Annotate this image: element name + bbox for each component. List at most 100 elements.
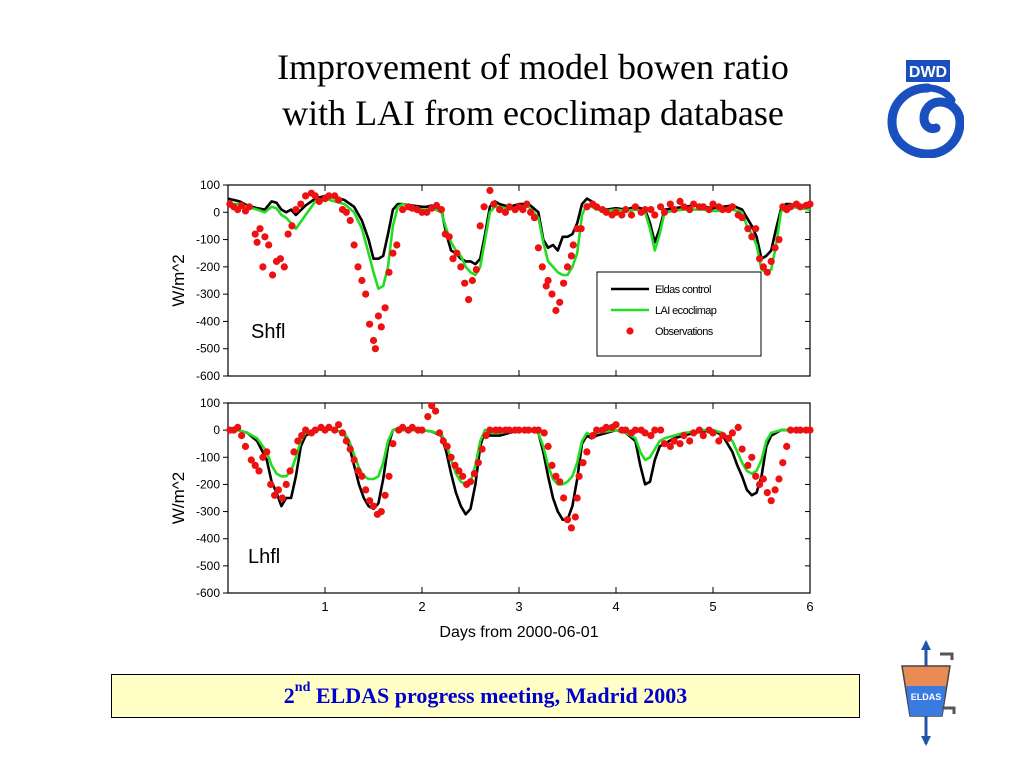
eldas-logo: ELDAS xyxy=(901,640,956,746)
lhfl-observation-point xyxy=(759,475,768,483)
lhfl-observation-point xyxy=(756,480,764,488)
shfl-observation-point xyxy=(445,233,453,241)
shfl-observation-point xyxy=(371,345,379,353)
lhfl-observation-point xyxy=(241,442,250,450)
lhfl-observation-point xyxy=(255,467,263,475)
shfl-observation-point xyxy=(480,203,488,211)
shfl-observation-point xyxy=(393,241,401,249)
lhfl-observation-point xyxy=(734,423,742,431)
shfl-y-tick-label: -400 xyxy=(196,314,220,328)
shfl-observation-point xyxy=(748,233,756,241)
lhfl-observation-point xyxy=(631,426,640,434)
lhfl-observation-point xyxy=(325,423,333,431)
lhfl-observation-point xyxy=(354,467,362,475)
lhfl-observation-point xyxy=(238,432,246,440)
lhfl-observation-point xyxy=(690,429,698,437)
lhfl-observation-point xyxy=(350,456,358,464)
lhfl-observation-point xyxy=(482,432,490,440)
lhfl-observation-point xyxy=(641,429,649,437)
lhfl-observation-point xyxy=(515,426,523,434)
shfl-observation-point xyxy=(399,206,407,214)
shfl-observation-point xyxy=(690,200,698,208)
x-tick-label: 1 xyxy=(321,599,328,614)
shfl-observation-point xyxy=(752,225,760,233)
lhfl-observation-point xyxy=(589,432,597,440)
shfl-observation-point xyxy=(276,255,284,263)
lhfl-observation-point xyxy=(428,402,436,410)
lhfl-observation-point xyxy=(408,423,416,431)
shfl-observation-point xyxy=(297,200,305,208)
legend-box xyxy=(596,271,762,357)
lhfl-observation-point xyxy=(738,445,746,453)
lhfl-observation-point xyxy=(806,426,814,434)
lhfl-observation-point xyxy=(342,437,350,445)
shfl-observation-point xyxy=(552,306,560,315)
x-tick-label: 6 xyxy=(806,599,813,614)
lhfl-observation-point xyxy=(724,434,733,442)
legend-swatch-observations xyxy=(626,327,634,335)
shfl-observation-point xyxy=(560,279,568,287)
legend-label-control: Eldas control xyxy=(655,284,711,296)
shfl-observation-point xyxy=(767,257,775,265)
shfl-observation-point xyxy=(622,206,630,214)
lhfl-observation-point xyxy=(575,472,583,480)
lhfl-observation-point xyxy=(771,486,779,494)
shfl-observation-point xyxy=(354,263,362,271)
lhfl-y-axis: 100 0 -100 -200 -300 -400 -500 -600 xyxy=(196,396,810,600)
lhfl-observation-point xyxy=(579,459,587,467)
lhfl-observation-point xyxy=(455,467,463,475)
dwd-logo-swirl-tip xyxy=(924,84,956,104)
shfl-observation-point xyxy=(602,208,610,216)
dwd-logo-swirl xyxy=(887,83,964,158)
shfl-y-tick-label: -500 xyxy=(196,342,220,356)
lhfl-observation-point xyxy=(385,472,393,480)
shfl-observation-point xyxy=(647,206,655,214)
shfl-observation-point xyxy=(660,208,669,216)
lhfl-observation-point xyxy=(670,437,678,445)
lhfl-observation-point xyxy=(796,426,804,434)
lhfl-y-tick-label: -300 xyxy=(196,505,220,519)
shfl-observation-point xyxy=(366,320,374,328)
lhfl-observation-point xyxy=(435,429,444,437)
lhfl-panel: 100 0 -100 -200 -300 -400 -500 -600 1 2 3 4 5 6 W/m^… xyxy=(169,396,814,641)
lhfl-observation-point xyxy=(540,429,548,437)
title-line-1: Improvement of model bowen ratio xyxy=(277,47,789,87)
lhfl-observation-point xyxy=(418,426,426,434)
lhfl-y-tick-label: -200 xyxy=(196,477,220,491)
shfl-observation-point xyxy=(719,206,727,214)
shfl-observation-point xyxy=(612,208,620,216)
lhfl-observation-point xyxy=(775,475,783,483)
lhfl-y-tick-label: -400 xyxy=(196,532,220,546)
shfl-observation-point xyxy=(457,263,465,271)
shfl-observation-point xyxy=(346,216,354,225)
lhfl-observation-point xyxy=(470,470,478,478)
dwd-logo: DWD xyxy=(887,60,964,158)
x-tick-label: 5 xyxy=(709,599,716,614)
shfl-observation-point xyxy=(453,249,461,257)
lhfl-observation-point xyxy=(525,426,533,434)
shfl-observation-point xyxy=(593,203,601,211)
lhfl-observation-point xyxy=(548,461,556,469)
shfl-observation-point xyxy=(302,192,310,200)
lhfl-observation-point xyxy=(767,497,775,505)
shfl-observation-point xyxy=(245,203,253,211)
shfl-observation-point xyxy=(265,241,273,249)
lhfl-observation-point xyxy=(381,491,389,499)
lhfl-observation-point xyxy=(294,437,302,445)
lhfl-observation-point xyxy=(478,445,486,453)
shfl-panel-label: Shfl xyxy=(251,321,285,343)
lhfl-y-tick-label: -100 xyxy=(196,450,220,464)
lhfl-observation-point xyxy=(451,461,459,469)
lhfl-observation-point xyxy=(709,429,717,437)
lhfl-observation-point xyxy=(369,502,378,510)
shfl-observation-point xyxy=(680,203,688,211)
shfl-observation-point xyxy=(288,222,296,230)
lhfl-observation-point xyxy=(496,426,504,434)
lhfl-observation-point xyxy=(267,480,275,488)
lhfl-observation-point xyxy=(763,489,771,497)
shfl-y-axis-label: W/m^2 xyxy=(169,254,188,306)
shfl-y-axis: 100 0 -100 -200 -300 -400 -500 -600 xyxy=(196,178,811,383)
shfl-observation-point xyxy=(771,244,779,252)
lhfl-observation-point xyxy=(278,494,286,502)
shfl-observation-point xyxy=(519,206,527,214)
